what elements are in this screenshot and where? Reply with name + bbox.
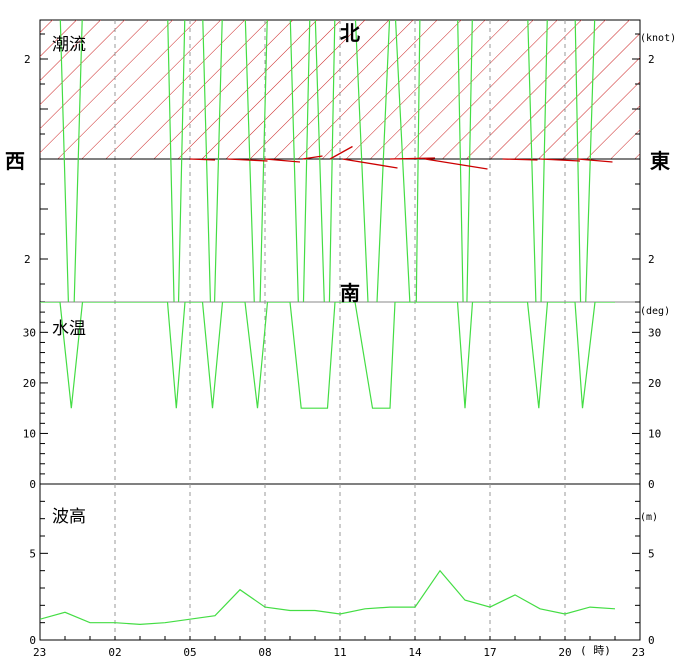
temperature-ytick-label: 20 [648, 377, 661, 390]
tide-vector [502, 158, 538, 161]
temperature-ytick-label: 10 [648, 427, 661, 440]
tide-vectors [189, 145, 613, 170]
tide-vector [389, 157, 436, 160]
x-tick-label: 11 [333, 646, 346, 659]
north-label: 北 [340, 21, 360, 45]
x-tick-label: 02 [108, 646, 121, 659]
wave-ytick-labels: 0 0 5 5 [29, 547, 654, 647]
wave-title: 波高 [52, 507, 86, 527]
x-tick-label: 23 [33, 646, 46, 659]
x-tick-labels: 23 02 05 08 11 14 17 20 23 [33, 646, 645, 659]
x-axis-unit: ( 時) [580, 644, 611, 657]
tide-vector [342, 158, 398, 169]
x-tick-label: 14 [408, 646, 422, 659]
temperature-ytick-label: 0 [29, 478, 36, 491]
x-tick-label: 17 [483, 646, 496, 659]
tide-ytick-upper-right: 2 [648, 53, 655, 66]
tide-vector [539, 158, 581, 162]
temperature-unit: (deg) [640, 306, 670, 317]
tide-vector [264, 158, 301, 163]
tide-ytick-lower-left: 2 [24, 253, 31, 266]
temperature-ytick-label: 10 [23, 427, 36, 440]
wave-ytick-label: 0 [29, 634, 36, 647]
temperature-panel [39, 301, 641, 485]
x-tick-label: 23 [632, 646, 645, 659]
tide-series [59, 20, 596, 302]
tide-ytick-lower-right: 2 [648, 253, 655, 266]
wave-ytick-label: 5 [648, 547, 655, 560]
temperature-line [40, 302, 615, 409]
tide-vector [329, 145, 353, 160]
tide-title: 潮流 [52, 35, 86, 55]
wave-unit: (m) [640, 512, 658, 523]
wave-ytick-label: 5 [29, 547, 36, 560]
temperature-ytick-label: 0 [648, 478, 655, 491]
temperature-ytick-labels: 0 0 10 10 20 20 30 30 [23, 326, 662, 491]
temperature-ytick-label: 30 [23, 326, 36, 339]
temperature-ytick-label: 30 [648, 326, 661, 339]
axis-ticks [39, 33, 641, 641]
x-tick-label: 05 [183, 646, 196, 659]
tide-speed-line [59, 20, 596, 302]
wave-series [40, 569, 616, 626]
west-label: 西 [5, 149, 25, 173]
x-tick-label: 08 [258, 646, 271, 659]
x-tick-label: 20 [558, 646, 571, 659]
temperature-series [40, 302, 615, 409]
tide-ytick-upper-left: 2 [24, 53, 31, 66]
wave-line [40, 569, 616, 626]
tide-vector [577, 158, 613, 163]
tide-unit: (knot) [640, 33, 676, 44]
tide-vector [189, 158, 216, 161]
south-label: 南 [340, 281, 360, 305]
east-label: 東 [650, 149, 670, 173]
wave-panel [39, 483, 641, 641]
tide-vector [424, 158, 488, 170]
tide-vector [302, 155, 323, 160]
wave-ytick-label: 0 [648, 634, 655, 647]
tide-vector [227, 158, 268, 162]
temperature-ytick-label: 20 [23, 377, 36, 390]
temperature-title: 水温 [52, 319, 86, 339]
